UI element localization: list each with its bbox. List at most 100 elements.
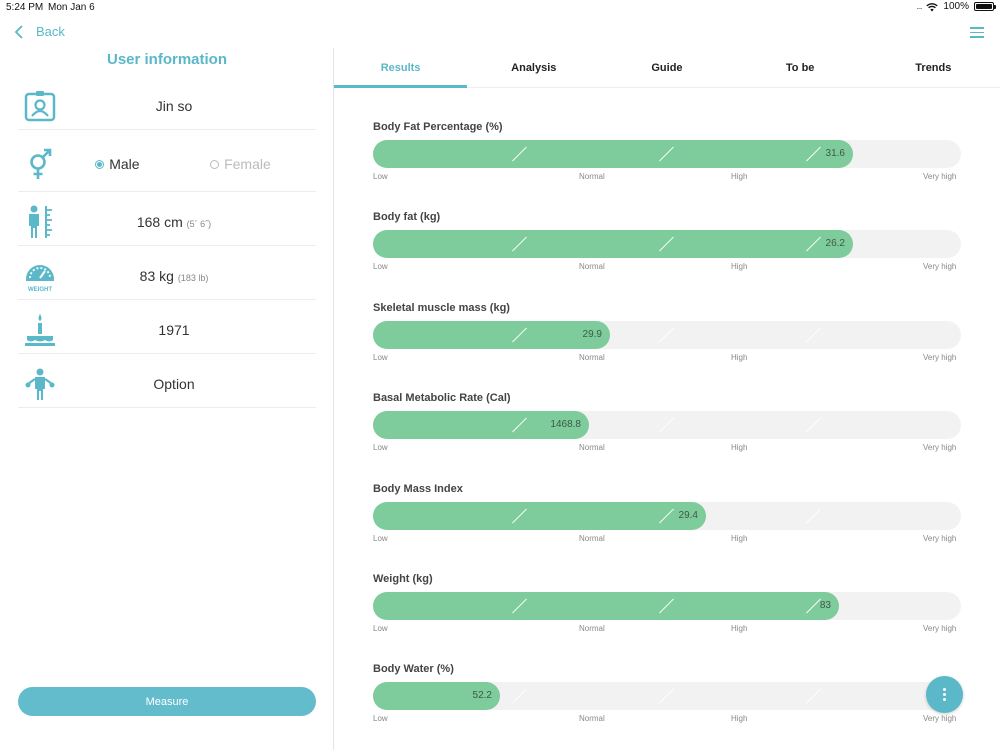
- metric-scale: Low Normal High Very high: [373, 534, 961, 548]
- id-card-icon: [24, 90, 56, 121]
- scale-icon: WEIGHT: [26, 264, 54, 293]
- scale-label: High: [731, 262, 748, 271]
- metric-label: Body fat (kg): [373, 211, 441, 223]
- option-row[interactable]: Option: [18, 360, 316, 408]
- more-options-button[interactable]: [926, 676, 963, 713]
- scale-label: Very high: [923, 262, 957, 271]
- metric-bar: [373, 321, 610, 349]
- range-divider: [659, 417, 674, 433]
- metric-track: 29.4: [373, 502, 961, 530]
- scale-label: Normal: [579, 534, 605, 543]
- scale-label: High: [731, 443, 748, 452]
- metric-scale: Low Normal High Very high: [373, 443, 961, 457]
- metric-track: 52.2: [373, 682, 961, 710]
- scale-label: High: [731, 172, 748, 181]
- metric-scale: Low Normal High Very high: [373, 262, 961, 276]
- wifi-icon: [926, 2, 939, 11]
- measure-button[interactable]: Measure: [18, 687, 316, 716]
- scale-label: Very high: [923, 353, 957, 362]
- tab-trends[interactable]: Trends: [915, 62, 952, 74]
- metric-bar: [373, 140, 853, 168]
- metric-row: Body fat (kg) 26.2 Low Normal High Very high: [373, 211, 961, 276]
- scale-label: Low: [373, 714, 388, 723]
- height-value: 168 cm (5´ 6˝): [60, 214, 316, 230]
- scale-label: Normal: [579, 172, 605, 181]
- scale-label: Normal: [579, 443, 605, 452]
- scale-label: Normal: [579, 353, 605, 362]
- height-row[interactable]: 168 cm (5´ 6˝): [18, 198, 316, 246]
- metric-bar: [373, 502, 706, 530]
- user-name: Jin so: [155, 97, 193, 114]
- metric-track: 31.6: [373, 140, 961, 168]
- metric-scale: Low Normal High Very high: [373, 714, 961, 728]
- range-divider: [659, 688, 674, 704]
- metric-bar: [373, 411, 589, 439]
- status-date: Mon Jan 6: [48, 2, 95, 13]
- metric-scale: Low Normal High Very high: [373, 353, 961, 367]
- scale-label: High: [731, 353, 748, 362]
- metric-scale: Low Normal High Very high: [373, 172, 961, 186]
- user-info-title: User information: [106, 51, 227, 68]
- weight-kg: 83 kg: [139, 267, 174, 284]
- metric-value: 52.2: [472, 690, 492, 701]
- gender-male-label: Male: [109, 156, 140, 172]
- weight-row[interactable]: WEIGHT 83 kg (183 lb): [18, 252, 316, 300]
- gender-female-label: Female: [224, 156, 271, 172]
- metric-track: 83: [373, 592, 961, 620]
- scale-label: Very high: [923, 714, 957, 723]
- scale-label: Very high: [923, 443, 957, 452]
- scale-label: High: [731, 534, 748, 543]
- metric-label: Skeletal muscle mass (kg): [373, 302, 510, 314]
- scale-label: Very high: [923, 624, 957, 633]
- tab-guide[interactable]: Guide: [651, 62, 683, 74]
- status-bar: 5:24 PM Mon Jan 6 .... 100%: [0, 0, 1000, 16]
- radio-selected-icon: [95, 159, 105, 169]
- scale-label: Low: [373, 443, 388, 452]
- tab-results[interactable]: Results: [334, 48, 468, 88]
- scale-label: Normal: [579, 262, 605, 271]
- weight-icon-label: WEIGHT: [28, 287, 52, 293]
- metric-row: Skeletal muscle mass (kg) 29.9 Low Normal Hi…: [373, 302, 961, 367]
- metric-value: 29.9: [582, 329, 602, 340]
- user-name-row[interactable]: Jin so: [18, 82, 316, 130]
- birthday-cake-icon: [25, 313, 55, 346]
- height-cm: 168 cm: [136, 213, 183, 230]
- range-divider: [806, 417, 821, 433]
- metric-row: Body Fat Percentage (%) 31.6 Low Normal High…: [373, 121, 961, 186]
- metric-label: Basal Metabolic Rate (Cal): [373, 392, 511, 404]
- radio-unselected-icon: [210, 159, 220, 169]
- back-button[interactable]: Back: [14, 24, 65, 39]
- range-divider: [512, 688, 527, 704]
- metric-scale: Low Normal High Very high: [373, 624, 961, 638]
- scale-label: Normal: [579, 624, 605, 633]
- signal-icon: ....: [916, 2, 923, 11]
- height-icon: [29, 205, 52, 238]
- weight-value: 83 kg (183 lb): [60, 268, 316, 284]
- scale-label: Normal: [579, 714, 605, 723]
- metric-label: Body Fat Percentage (%): [373, 121, 503, 133]
- birth-year-row[interactable]: 1971: [18, 306, 316, 354]
- metric-value: 26.2: [825, 238, 845, 249]
- chevron-left-icon: [14, 24, 23, 39]
- metric-bar: [373, 230, 853, 258]
- scale-label: Low: [373, 534, 388, 543]
- tab-to-be[interactable]: To be: [785, 62, 815, 74]
- hamburger-menu-icon[interactable]: [970, 27, 984, 38]
- metric-bar: [373, 682, 500, 710]
- metric-label: Weight (kg): [373, 573, 433, 585]
- battery-percent: 100%: [943, 1, 969, 12]
- result-tabs: Results Analysis Guide To be Trends: [334, 48, 1000, 88]
- metric-row: Weight (kg) 83 Low Normal High Very high: [373, 573, 961, 638]
- metric-track: 1468.8: [373, 411, 961, 439]
- gender-female-option[interactable]: Female: [210, 156, 271, 172]
- metric-label: Body Water (%): [373, 663, 454, 675]
- fitness-person-icon: [25, 368, 55, 400]
- more-vertical-icon: [943, 688, 946, 691]
- status-time: 5:24 PM: [6, 2, 44, 13]
- gender-male-option[interactable]: Male: [95, 156, 140, 172]
- height-ft: (5´ 6˝): [186, 218, 212, 229]
- tab-analysis[interactable]: Analysis: [511, 62, 557, 74]
- metric-row: Basal Metabolic Rate (Cal) 1468.8 Low Norma…: [373, 392, 961, 457]
- battery-icon: [974, 2, 996, 11]
- gender-row: Male Female: [18, 137, 316, 192]
